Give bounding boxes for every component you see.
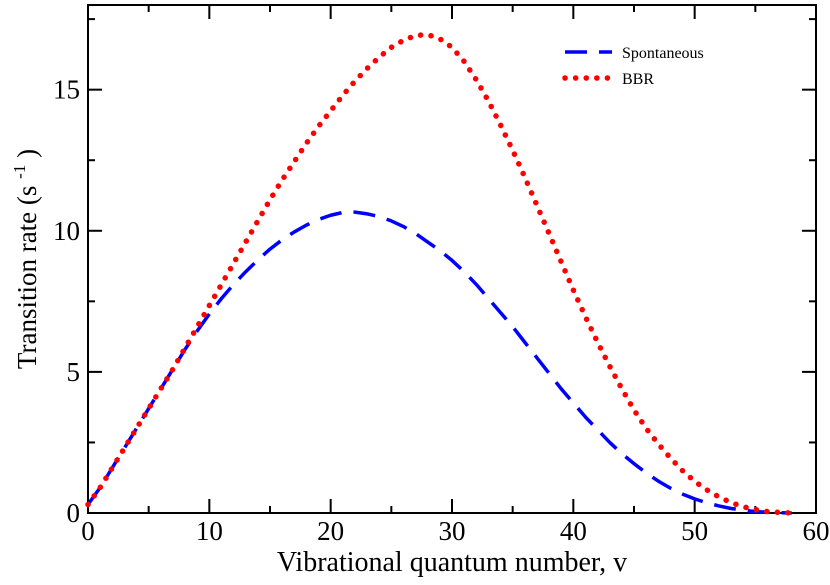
series-line-bbr [85, 31, 795, 516]
y-axis-label: Transition rate (s -1 ) [1, 149, 42, 369]
x-tick-label: 20 [317, 516, 344, 546]
y-axis-label-close: ) [12, 149, 42, 158]
x-axis-label: Vibrational quantum number, v [277, 547, 627, 578]
x-tick-label: 0 [81, 516, 95, 546]
series-layer [85, 31, 795, 516]
axis-tick-labels: 0 10 20 30 40 50 60 0 5 10 15 [53, 75, 830, 546]
axis-ticks [87, 5, 817, 514]
y-axis-label-superscript: -1 [10, 165, 29, 179]
series-line-spontaneous [86, 210, 792, 515]
y-axis-label-main: Transition rate (s [12, 186, 42, 370]
x-tick-label: 50 [681, 516, 708, 546]
x-tick-label: 10 [196, 516, 223, 546]
y-tick-label: 0 [67, 498, 81, 528]
x-tick-label: 40 [560, 516, 587, 546]
legend-label-bbr: BBR [622, 71, 654, 88]
legend-label-spontaneous: Spontaneous [622, 45, 704, 62]
y-tick-label: 10 [53, 216, 80, 246]
y-tick-label: 5 [67, 357, 81, 387]
legend: Spontaneous BBR [562, 45, 704, 88]
x-tick-label: 60 [803, 516, 830, 546]
y-tick-label: 15 [53, 75, 80, 105]
x-tick-label: 30 [439, 516, 466, 546]
